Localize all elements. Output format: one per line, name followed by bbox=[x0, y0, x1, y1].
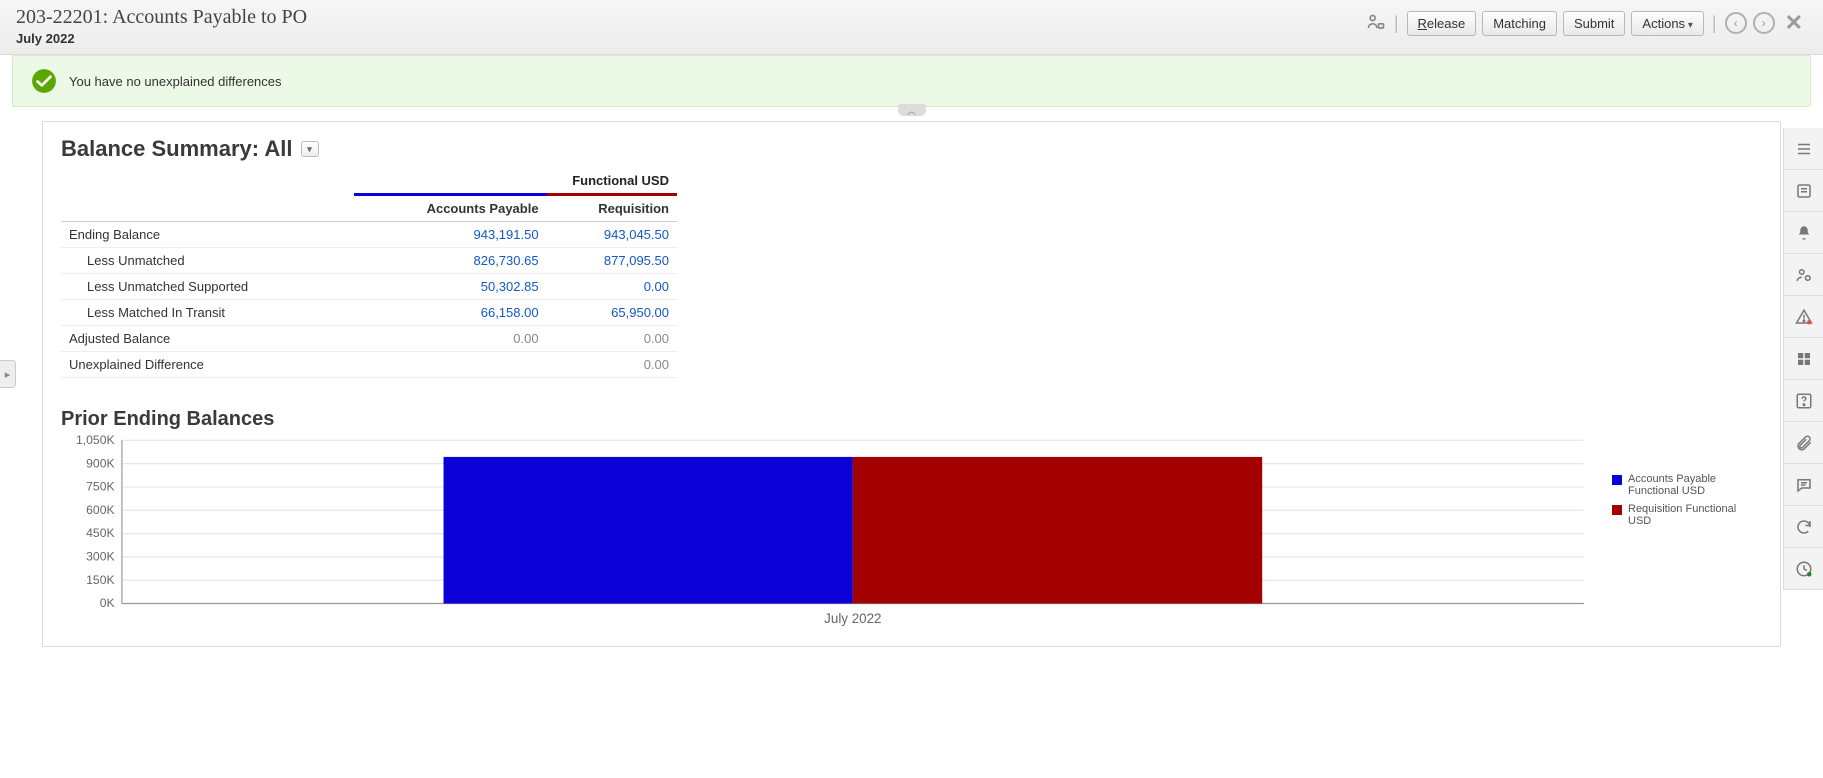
comment-icon[interactable] bbox=[1784, 464, 1823, 506]
left-expand-tab[interactable]: ▸ bbox=[0, 360, 16, 388]
table-row: Less Matched In Transit66,158.0065,950.0… bbox=[61, 300, 677, 326]
table-row: Less Unmatched Supported50,302.850.00 bbox=[61, 274, 677, 300]
collapse-handle[interactable]: ︿ bbox=[898, 104, 926, 116]
refresh-icon[interactable] bbox=[1784, 506, 1823, 548]
table-row: Unexplained Difference 0.00 bbox=[61, 352, 677, 378]
prev-button[interactable]: ‹ bbox=[1725, 12, 1747, 34]
list-icon[interactable] bbox=[1784, 128, 1823, 170]
svg-text:900K: 900K bbox=[86, 456, 114, 470]
release-button[interactable]: Release bbox=[1407, 11, 1477, 36]
title-block: 203-22201: Accounts Payable to PO July 2… bbox=[16, 6, 307, 46]
user-settings-icon[interactable] bbox=[1784, 254, 1823, 296]
close-icon[interactable]: ✕ bbox=[1781, 10, 1807, 36]
row-value-accounts-payable[interactable]: 826,730.65 bbox=[354, 248, 546, 274]
row-value-requisition[interactable]: 943,045.50 bbox=[547, 222, 677, 248]
page-title: 203-22201: Accounts Payable to PO bbox=[16, 6, 307, 29]
prior-balances-title: Prior Ending Balances bbox=[61, 408, 1762, 431]
table-row: Adjusted Balance0.000.00 bbox=[61, 326, 677, 352]
currency-header: Functional USD bbox=[354, 168, 677, 195]
svg-text:0K: 0K bbox=[100, 596, 115, 610]
prior-balances-chart: 0K 150K 300K 450K 600K 750K 900K 1,050K July 202… bbox=[61, 433, 1762, 628]
svg-text:July 2022: July 2022 bbox=[824, 611, 881, 626]
row-value-accounts-payable[interactable]: 50,302.85 bbox=[354, 274, 546, 300]
svg-text:600K: 600K bbox=[86, 503, 114, 517]
legend-swatch bbox=[1612, 505, 1622, 515]
balance-summary-table: Functional USD Accounts Payable Requisit… bbox=[61, 168, 677, 378]
row-label: Less Unmatched Supported bbox=[61, 274, 354, 300]
bar-0[interactable] bbox=[444, 457, 853, 604]
submit-button[interactable]: Submit bbox=[1563, 11, 1625, 36]
help-icon[interactable] bbox=[1784, 380, 1823, 422]
row-label: Ending Balance bbox=[61, 222, 354, 248]
row-value-accounts-payable bbox=[354, 352, 546, 378]
page-header: 203-22201: Accounts Payable to PO July 2… bbox=[0, 0, 1823, 55]
grid-icon[interactable] bbox=[1784, 338, 1823, 380]
row-value-requisition[interactable]: 877,095.50 bbox=[547, 248, 677, 274]
svg-text:450K: 450K bbox=[86, 526, 114, 540]
summary-scope-dropdown[interactable]: ▾ bbox=[301, 141, 319, 157]
row-label: Adjusted Balance bbox=[61, 326, 354, 352]
actions-dropdown[interactable]: Actions bbox=[1631, 11, 1703, 36]
legend-swatch bbox=[1612, 475, 1622, 485]
right-rail bbox=[1783, 128, 1823, 590]
row-label: Less Matched In Transit bbox=[61, 300, 354, 326]
header-actions: | Release Matching Submit Actions | ‹ › … bbox=[1366, 6, 1807, 36]
table-row: Less Unmatched826,730.65877,095.50 bbox=[61, 248, 677, 274]
next-button[interactable]: › bbox=[1753, 12, 1775, 34]
col-accounts-payable: Accounts Payable bbox=[354, 195, 546, 222]
legend-item: Accounts Payable Functional USD bbox=[1612, 473, 1762, 497]
properties-icon[interactable] bbox=[1784, 170, 1823, 212]
svg-text:750K: 750K bbox=[86, 480, 114, 494]
legend-label: Accounts Payable Functional USD bbox=[1628, 473, 1762, 497]
divider: | bbox=[1392, 13, 1401, 34]
success-icon bbox=[31, 68, 57, 94]
row-value-accounts-payable[interactable]: 66,158.00 bbox=[354, 300, 546, 326]
row-value-accounts-payable: 0.00 bbox=[354, 326, 546, 352]
divider: | bbox=[1710, 13, 1719, 34]
row-value-requisition[interactable]: 0.00 bbox=[547, 274, 677, 300]
bar-1[interactable] bbox=[853, 457, 1262, 604]
status-message: You have no unexplained differences bbox=[69, 74, 282, 89]
svg-text:150K: 150K bbox=[86, 573, 114, 587]
status-banner: You have no unexplained differences ︿ bbox=[12, 55, 1811, 107]
clock-icon[interactable] bbox=[1784, 548, 1823, 590]
bell-icon[interactable] bbox=[1784, 212, 1823, 254]
col-requisition: Requisition bbox=[547, 195, 677, 222]
content-card: Balance Summary: All ▾ Functional USD Ac… bbox=[42, 121, 1781, 647]
attachment-icon[interactable] bbox=[1784, 422, 1823, 464]
legend-item: Requisition Functional USD bbox=[1612, 503, 1762, 527]
balance-summary-title: Balance Summary: All ▾ bbox=[61, 136, 1762, 162]
user-hierarchy-icon[interactable] bbox=[1366, 13, 1386, 33]
row-value-requisition[interactable]: 65,950.00 bbox=[547, 300, 677, 326]
row-value-requisition: 0.00 bbox=[547, 326, 677, 352]
row-value-accounts-payable[interactable]: 943,191.50 bbox=[354, 222, 546, 248]
svg-text:300K: 300K bbox=[86, 550, 114, 564]
row-value-requisition: 0.00 bbox=[547, 352, 677, 378]
matching-button[interactable]: Matching bbox=[1482, 11, 1557, 36]
chart-legend: Accounts Payable Functional USD Requisiti… bbox=[1612, 433, 1762, 533]
svg-text:1,050K: 1,050K bbox=[76, 433, 115, 447]
row-label: Unexplained Difference bbox=[61, 352, 354, 378]
row-label: Less Unmatched bbox=[61, 248, 354, 274]
page-period: July 2022 bbox=[16, 31, 307, 46]
legend-label: Requisition Functional USD bbox=[1628, 503, 1762, 527]
table-row: Ending Balance943,191.50943,045.50 bbox=[61, 222, 677, 248]
bar-chart: 0K 150K 300K 450K 600K 750K 900K 1,050K July 202… bbox=[61, 433, 1596, 628]
alert-icon[interactable] bbox=[1784, 296, 1823, 338]
